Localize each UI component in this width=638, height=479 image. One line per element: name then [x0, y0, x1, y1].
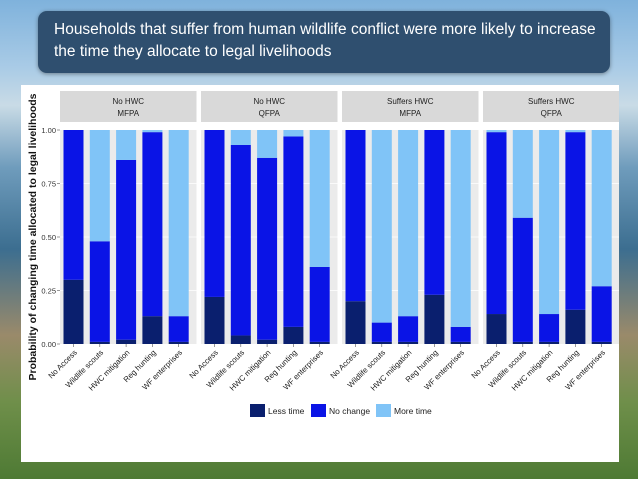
bar-segment-more-time	[486, 130, 507, 133]
bar-segment-less-time	[591, 341, 612, 344]
y-tick-label: 0.50	[41, 233, 56, 242]
facet-title-top: Suffers HWC	[528, 97, 575, 106]
legend-swatch	[311, 404, 326, 417]
bar-segment-no-change	[565, 132, 586, 310]
bar-segment-no-change	[63, 130, 84, 280]
bar-segment-no-change	[371, 322, 392, 342]
bar-segment-no-change	[398, 316, 419, 342]
bar-segment-no-change	[116, 159, 137, 340]
bar-segment-less-time	[565, 309, 586, 344]
bar-segment-less-time	[512, 341, 533, 344]
facet-title-top: No HWC	[253, 97, 285, 106]
legend-label: More time	[394, 406, 432, 416]
bar-segment-no-change	[450, 326, 471, 342]
bar-segment-more-time	[116, 130, 137, 160]
bar-segment-no-change	[512, 217, 533, 342]
bar-segment-less-time	[450, 341, 471, 344]
facet-title-top: Suffers HWC	[387, 97, 434, 106]
bar-segment-less-time	[89, 341, 110, 344]
facet-title-top: No HWC	[112, 97, 144, 106]
y-tick-label: 1.00	[41, 126, 56, 135]
bar-segment-no-change	[89, 241, 110, 342]
bar-segment-no-change	[309, 266, 330, 342]
bar-segment-less-time	[398, 341, 419, 344]
bar-segment-no-change	[283, 136, 304, 327]
bar-segment-less-time	[168, 341, 189, 344]
bar-segment-less-time	[116, 339, 137, 344]
bar-segment-more-time	[591, 130, 612, 287]
facet-strip	[483, 91, 620, 122]
chart-panel: Probability of changing time allocated t…	[21, 85, 620, 462]
bar-segment-more-time	[565, 130, 586, 133]
bar-segment-no-change	[168, 316, 189, 342]
bar-segment-no-change	[486, 132, 507, 315]
facet-title-bottom: QFPA	[259, 109, 281, 118]
bar-segment-less-time	[345, 301, 366, 344]
facet-strip	[201, 91, 338, 122]
bar-segment-more-time	[89, 130, 110, 242]
legend-label: Less time	[268, 406, 305, 416]
bar-segment-more-time	[142, 130, 163, 133]
bar-segment-no-change	[142, 132, 163, 317]
bar-segment-less-time	[486, 314, 507, 344]
bar-segment-more-time	[257, 130, 278, 158]
bar-segment-less-time	[283, 326, 304, 344]
stacked-bar-chart: Probability of changing time allocated t…	[27, 91, 620, 417]
bar-segment-less-time	[257, 339, 278, 344]
bar-segment-more-time	[512, 130, 533, 218]
bar-segment-no-change	[257, 157, 278, 340]
bar-segment-more-time	[309, 130, 330, 267]
bar-segment-more-time	[230, 130, 251, 145]
bar-segment-less-time	[204, 296, 225, 344]
bar-segment-more-time	[450, 130, 471, 327]
facet-title-bottom: MFPA	[117, 109, 139, 118]
bar-segment-less-time	[230, 335, 251, 344]
bar-segment-less-time	[142, 316, 163, 344]
facet-title-bottom: MFPA	[399, 109, 421, 118]
bar-segment-no-change	[230, 144, 251, 336]
bar-segment-more-time	[168, 130, 189, 317]
facet-strip	[60, 91, 197, 122]
bar-segment-less-time	[63, 279, 84, 344]
title-banner: Households that suffer from human wildli…	[38, 11, 610, 73]
bar-segment-more-time	[539, 130, 560, 315]
bar-segment-no-change	[345, 130, 366, 302]
bar-segment-less-time	[424, 294, 445, 344]
legend-swatch	[250, 404, 265, 417]
y-tick-label: 0.25	[41, 287, 56, 296]
bar-segment-less-time	[539, 341, 560, 344]
bar-segment-more-time	[398, 130, 419, 317]
bar-segment-no-change	[204, 130, 225, 297]
bar-segment-more-time	[283, 130, 304, 137]
bar-segment-less-time	[309, 341, 330, 344]
bar-segment-no-change	[539, 314, 560, 342]
bar-segment-no-change	[424, 130, 445, 295]
bar-segment-less-time	[371, 341, 392, 344]
bar-segment-more-time	[371, 130, 392, 323]
facet-strip	[342, 91, 479, 122]
facet-title-bottom: QFPA	[541, 109, 563, 118]
bar-segment-no-change	[591, 286, 612, 342]
legend-label: No change	[329, 406, 370, 416]
legend-swatch	[376, 404, 391, 417]
slide-title: Households that suffer from human wildli…	[54, 21, 596, 60]
y-tick-label: 0.75	[41, 180, 56, 189]
y-axis-label: Probability of changing time allocated t…	[27, 93, 39, 380]
y-tick-label: 0.00	[41, 340, 56, 349]
